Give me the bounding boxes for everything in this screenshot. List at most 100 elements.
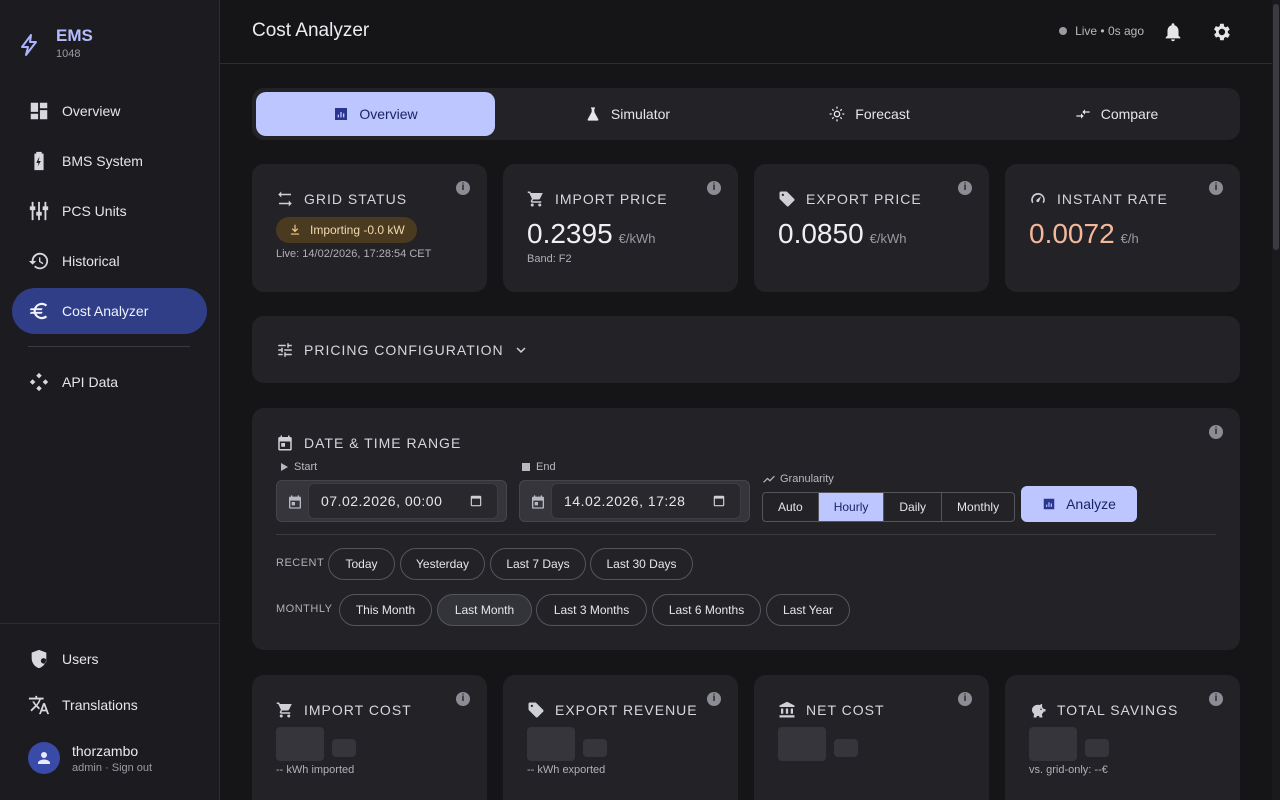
card-title: EXPORT REVENUE [527,701,698,719]
card-title-text: INSTANT RATE [1057,191,1168,207]
info-icon[interactable]: i [1209,425,1223,439]
value-number: 0.0072 [1029,218,1115,249]
value-number: 0.0850 [778,218,864,249]
sidebar-item-label: Overview [62,103,121,119]
info-icon[interactable]: i [958,181,972,195]
trend-icon [763,475,775,483]
brand-version: 1048 [56,48,81,60]
granularity-daily[interactable]: Daily [884,493,943,521]
status-badge: Importing -0.0 kW [276,217,417,243]
piggy-bank-icon [1032,704,1046,718]
analyze-label: Analyze [1066,496,1116,512]
card-title-text: IMPORT PRICE [555,191,668,207]
info-icon[interactable]: i [1209,692,1223,706]
sidebar-item-pcs-units[interactable]: PCS Units [12,188,207,234]
start-date-field[interactable]: 07.02.2026, 00:00 [276,480,507,522]
card-title: INSTANT RATE [1029,190,1168,208]
compare-arrows-icon [1076,109,1090,119]
end-date-field[interactable]: 14.02.2026, 17:28 [519,480,750,522]
export-revenue-card: i EXPORT REVENUE -- kWh exported [503,675,738,800]
date-picker-icon[interactable] [712,494,726,508]
info-icon[interactable]: i [707,692,721,706]
end-label: End [522,461,556,473]
preset-today[interactable]: Today [328,548,395,580]
sliders-icon [278,343,292,357]
preset-last-6-months[interactable]: Last 6 Months [652,594,761,626]
sidebar-item-translations[interactable]: Translations [12,682,207,728]
instant-rate-card: i INSTANT RATE 0.0072 €/h [1005,164,1240,292]
start-date-input[interactable]: 07.02.2026, 00:00 [308,483,498,519]
preset-last-30-days[interactable]: Last 30 Days [590,548,693,580]
grid-live-timestamp: Live: 14/02/2026, 17:28:54 CET [276,248,432,260]
cart-icon [527,191,543,207]
sidebar-item-label: Translations [62,697,138,713]
granularity-label: Granularity [762,472,834,486]
sidebar-item-overview[interactable]: Overview [12,88,207,134]
tab-compare[interactable]: Compare [997,92,1236,136]
info-icon[interactable]: i [1209,181,1223,195]
user-menu[interactable]: thorzambo admin · Sign out [28,742,152,774]
card-title: TOTAL SAVINGS [1029,701,1178,719]
granularity-hourly[interactable]: Hourly [818,493,885,521]
download-icon [290,224,300,235]
sidebar-item-historical[interactable]: Historical [12,238,207,284]
play-icon [281,463,288,471]
info-icon[interactable]: i [707,181,721,195]
sidebar: EMS 1048 Overview BMS System PCS Units H… [0,0,220,800]
info-icon[interactable]: i [958,692,972,706]
page-title: Cost Analyzer [252,20,370,41]
info-icon[interactable]: i [456,181,470,195]
value-unit: €/h [1120,231,1139,246]
granularity-toggle: Auto Hourly Daily Monthly [762,492,1016,522]
sun-icon [829,106,845,122]
sidebar-item-label: Historical [62,253,120,269]
sidebar-item-api-data[interactable]: API Data [12,359,207,405]
value-number: 0.2395 [527,218,613,249]
date-picker-icon[interactable] [469,494,483,508]
tab-simulator[interactable]: Simulator [508,92,747,136]
granularity-monthly[interactable]: Monthly [957,500,1000,514]
gear-icon[interactable] [1210,21,1232,43]
scrollbar[interactable] [1272,0,1280,800]
view-tabs: Overview Simulator Forecast Compare [252,88,1240,140]
start-date-value: 07.02.2026, 00:00 [321,493,443,509]
preset-this-month[interactable]: This Month [339,594,432,626]
dashboard-icon [30,102,48,120]
sidebar-item-cost-analyzer[interactable]: Cost Analyzer [12,288,207,334]
end-date-input[interactable]: 14.02.2026, 17:28 [551,483,741,519]
scrollbar-thumb[interactable] [1273,4,1279,250]
history-icon [28,252,49,270]
preset-last-month[interactable]: Last Month [437,594,532,626]
bell-icon[interactable] [1162,21,1184,43]
sidebar-item-bms-system[interactable]: BMS System [12,138,207,184]
preset-yesterday[interactable]: Yesterday [400,548,485,580]
brand[interactable]: EMS 1048 [18,26,93,60]
info-icon[interactable]: i [456,692,470,706]
user-role-signout[interactable]: admin · Sign out [72,761,153,774]
granularity-auto[interactable]: Auto [763,493,819,521]
pricing-configuration-panel[interactable]: PRICING CONFIGURATION [252,316,1240,383]
sidebar-item-label: Users [62,651,99,667]
avatar[interactable] [28,742,60,774]
chevron-down-icon[interactable] [512,341,530,359]
import-price-card: i IMPORT PRICE 0.2395 €/kWh Band: F2 [503,164,738,292]
sidebar-item-users[interactable]: Users [12,636,207,682]
brand-name: EMS [56,26,93,45]
card-title[interactable]: PRICING CONFIGURATION [276,341,540,359]
kwh-exported: -- kWh exported [527,764,606,776]
card-title-text: EXPORT PRICE [806,191,922,207]
value-skeleton [276,727,324,761]
bar-chart-icon [335,108,348,120]
tab-overview[interactable]: Overview [256,92,495,136]
end-label-text: End [536,461,556,473]
preset-last-3-months[interactable]: Last 3 Months [536,594,647,626]
tab-forecast[interactable]: Forecast [750,92,989,136]
sidebar-divider [0,623,219,624]
bolt-icon [21,34,37,56]
sidebar-item-label: Cost Analyzer [62,303,149,319]
end-date-value: 14.02.2026, 17:28 [564,493,686,509]
analyze-button[interactable]: Analyze [1021,486,1137,522]
preset-last-year[interactable]: Last Year [766,594,850,626]
api-icon [29,372,49,392]
preset-last-7-days[interactable]: Last 7 Days [490,548,586,580]
